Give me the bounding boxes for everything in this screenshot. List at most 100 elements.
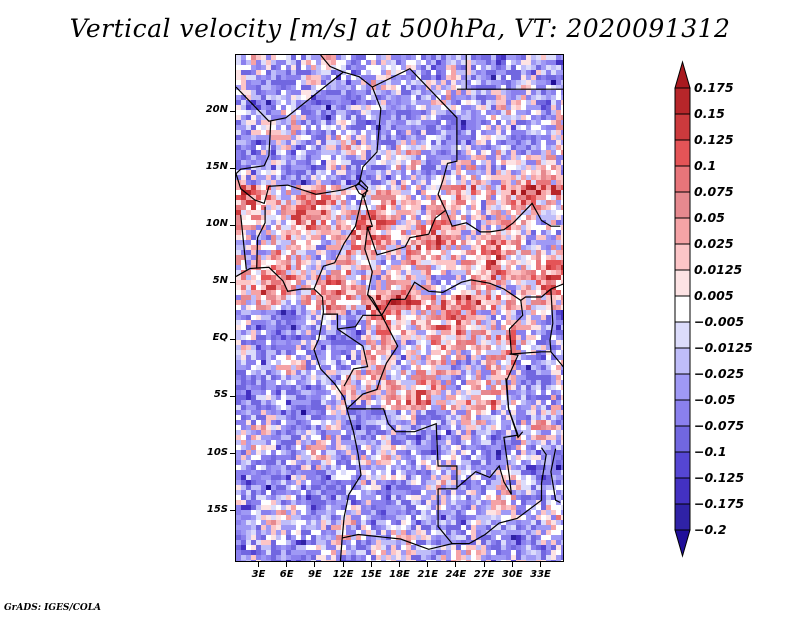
colorbar-label: 0.075: [694, 184, 734, 199]
border-line: [438, 487, 458, 490]
lon-tick-label: 27E: [473, 569, 495, 580]
lon-tick-label: 15E: [360, 569, 382, 580]
colorbar-label: −0.2: [694, 522, 727, 537]
border-line: [550, 448, 561, 504]
lon-tick-label: 30E: [501, 569, 523, 580]
colorbar-label: 0.1: [694, 158, 717, 173]
lon-tick: [483, 562, 485, 567]
colorbar-label: −0.1: [694, 444, 727, 459]
colorbar-swatch: [674, 503, 691, 531]
border-line: [367, 279, 563, 317]
country-borders-coastline: [236, 55, 563, 561]
border-line: [236, 71, 382, 205]
colorbar-label: −0.125: [694, 470, 745, 485]
border-line: [236, 266, 362, 561]
colorbar-swatch: [674, 243, 691, 271]
lon-tick: [540, 562, 541, 567]
colorbar-label: 0.025: [694, 236, 734, 251]
colorbar-label: 0.05: [694, 210, 725, 225]
lon-tick-label: 24E: [445, 569, 467, 580]
border-line: [240, 214, 247, 270]
lat-tick: [230, 224, 235, 226]
lon-tick: [314, 562, 316, 567]
border-line: [354, 179, 369, 198]
lon-tick-label: 21E: [417, 569, 439, 580]
lon-tick-label: 9E: [307, 569, 322, 580]
lat-tick: [230, 453, 235, 455]
border-line: [313, 194, 364, 290]
colorbar-label: −0.05: [694, 392, 736, 407]
lon-tick-label: 3E: [251, 569, 266, 580]
colorbar-swatch: [674, 399, 691, 427]
colorbar-label: −0.175: [694, 496, 745, 511]
field-cells: [236, 55, 563, 561]
footer-credit: GrADS: IGES/COLA: [4, 603, 102, 613]
lon-tick-label: 33E: [530, 569, 551, 580]
border-line: [346, 315, 399, 410]
colorbar-min-arrow: [674, 529, 691, 558]
colorbar-swatch: [674, 87, 691, 115]
colorbar-max-arrow: [674, 60, 691, 89]
colorbar-swatch: [674, 477, 691, 505]
lat-tick-label: 15S: [206, 503, 228, 515]
lat-tick: [230, 281, 235, 283]
border-line: [323, 313, 382, 330]
colorbar-swatch: [674, 269, 691, 297]
border-line: [445, 202, 561, 233]
lon-tick: [286, 562, 288, 567]
lat-tick-label: EQ: [212, 332, 228, 344]
lat-tick-label: 10N: [205, 218, 228, 230]
colorbar-swatch: [674, 165, 691, 193]
border-line: [452, 447, 547, 545]
colorbar-swatch: [674, 217, 691, 245]
lon-tick: [370, 562, 372, 567]
colorbar-swatch: [674, 295, 691, 323]
map-plot-area: [235, 54, 564, 562]
lat-tick-label: 20N: [205, 104, 228, 116]
lat-tick-label: 10S: [206, 446, 228, 458]
colorbar-label: −0.0125: [694, 340, 753, 355]
lon-tick: [399, 562, 400, 567]
colorbar-swatch: [674, 321, 691, 349]
colorbar-swatch: [674, 373, 691, 401]
lon-tick: [511, 562, 513, 567]
lat-tick-label: 5N: [212, 275, 228, 287]
colorbar-swatch: [674, 191, 691, 219]
colorbar-swatch: [674, 425, 691, 453]
colorbar-label: 0.175: [694, 80, 734, 95]
lat-tick: [230, 110, 235, 112]
colorbar-label: 0.0125: [694, 262, 743, 277]
colorbar-label: −0.075: [694, 418, 745, 433]
colorbar-label: 0.125: [694, 132, 734, 147]
border-line: [342, 488, 454, 550]
lon-tick-label: 12E: [332, 569, 354, 580]
colorbar-swatch: [674, 113, 691, 141]
colorbar-label: 0.005: [694, 288, 734, 303]
colorbar-label: 0.15: [694, 106, 725, 121]
lat-tick: [230, 167, 235, 169]
colorbar-swatch: [674, 347, 691, 375]
lat-tick-label: 5S: [213, 389, 228, 401]
border-line: [236, 121, 272, 175]
colorbar-swatch: [674, 451, 691, 479]
map-field: [236, 55, 563, 561]
colorbar-label: −0.025: [694, 366, 745, 381]
colorbar-label: −0.005: [694, 314, 745, 329]
border-line: [549, 288, 554, 352]
colorbar-swatch: [674, 139, 691, 167]
border-line: [364, 227, 383, 316]
chart-title: Vertical velocity [m/s] at 500hPa, VT: 2…: [69, 14, 731, 43]
lat-tick: [230, 510, 235, 512]
lat-tick: [230, 395, 235, 397]
lat-tick-label: 15N: [205, 161, 228, 173]
lon-tick-label: 6E: [279, 569, 294, 580]
border-line: [320, 55, 344, 73]
border-line: [256, 206, 266, 269]
lon-tick-label: 18E: [389, 569, 410, 580]
lon-tick: [342, 562, 344, 567]
lon-tick: [258, 562, 259, 567]
border-line: [358, 67, 458, 256]
border-line: [346, 300, 524, 495]
border-line: [337, 328, 369, 387]
